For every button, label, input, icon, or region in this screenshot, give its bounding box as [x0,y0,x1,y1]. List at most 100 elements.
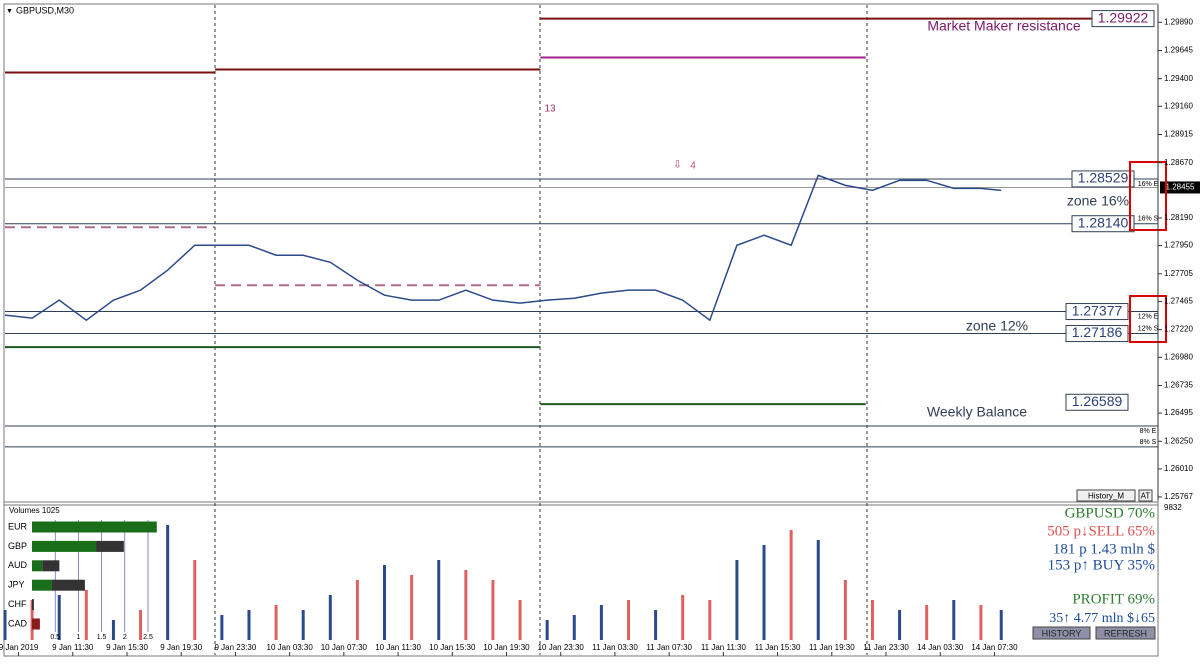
annotation: 4 [690,161,696,172]
x-tick-label: 11 Jan 23:30 [863,643,909,652]
strength-tick-label: 1.5 [97,634,107,641]
weakness-bar [42,560,60,572]
button-label[interactable]: History_M [1088,492,1124,501]
y-tick-label: 1.27950 [1164,241,1193,250]
level-label: 1.27377 [1072,302,1123,318]
x-tick-label: 14 Jan 07:30 [971,643,1018,652]
y-tick-label: 1.28915 [1164,130,1193,139]
volume-bar [681,594,685,640]
y-tick-label: 1.27465 [1164,297,1193,306]
volume-bar [220,614,224,640]
level-label: 1.28529 [1078,170,1129,186]
x-tick-label: 9 Jan 23:30 [215,643,257,652]
currency-name: CAD [8,618,28,628]
x-tick-label: 10 Jan 07:30 [321,643,368,652]
volume-bar [789,529,793,640]
button-label[interactable]: REFRESH [1104,628,1147,638]
volume-bar [166,524,170,640]
button[interactable] [1076,489,1136,502]
info-line: 153 p↑ BUY 35% [1048,557,1155,573]
annotation: Weekly Balance [927,404,1027,420]
current-price-label: 1.28455 [1166,183,1195,192]
volume-bar [572,614,576,640]
level-box [1065,393,1129,411]
x-tick-label: 11 Jan 19:30 [809,643,855,652]
x-tick-label: 11 Jan 07:30 [646,643,692,652]
volume-bar [139,609,143,640]
weakness-bar [32,618,40,630]
y-tick-label: 1.28190 [1164,213,1193,222]
volume-bar [3,609,7,640]
volume-bar [708,599,712,640]
y-tick-label: 1.29400 [1164,74,1193,83]
volume-bar [410,574,414,640]
button-label[interactable]: HISTORY [1042,628,1082,638]
volume-title: Volumes 1025 [9,506,60,515]
button-label[interactable]: AT [1141,492,1151,501]
volume-bar [925,604,929,640]
x-tick-label: 14 Jan 03:30 [917,643,964,652]
arrow-icon: ⇩ [673,159,682,171]
y-tick-label: 1.27220 [1164,325,1193,334]
y-tick-label: 1.29160 [1164,101,1193,110]
volume-bar [84,589,88,640]
current-price-box [1160,181,1200,194]
volume-bar [999,609,1003,640]
level-label: 1.26589 [1072,393,1123,409]
currency-name: JPY [8,580,25,590]
zone-marker-label: 8% E [1140,428,1157,435]
zone-marker-label: 8% S [1140,439,1157,446]
info-line: GBPUSD 70% [1065,505,1155,521]
volume-bar [898,609,902,640]
volume-bar [626,599,630,640]
currency-name: EUR [8,521,28,531]
volume-bar [491,579,495,640]
annotation: Market Maker resistance [927,18,1080,34]
annotation: zone 12% [966,318,1028,334]
x-tick-label: 10 Jan 03:30 [267,643,314,652]
volume-bar [355,579,359,640]
highlight-box [1129,295,1167,343]
volume-bar [274,604,278,640]
volume-bar [979,604,983,640]
x-tick-label: 11 Jan 15:30 [755,643,801,652]
button[interactable] [1095,626,1156,640]
x-tick-label: 10 Jan 11:30 [375,643,421,652]
currency-name: CHF [8,599,27,609]
level-box [1071,170,1135,188]
volume-bar [518,599,522,640]
volume-bar [870,599,874,640]
volume-bar [464,569,468,640]
volume-bar [111,619,115,640]
level-box [1091,10,1155,28]
volume-bar [437,559,441,640]
level-box [1071,215,1135,233]
x-tick-label: 10 Jan 23:30 [538,643,585,652]
button[interactable] [1138,489,1153,502]
y-tick-label: 1.27705 [1164,269,1193,278]
currency-name: AUD [8,560,28,570]
strength-bar [32,560,43,572]
weakness-bar [51,579,85,591]
price-line [4,174,1002,322]
level-label: 1.29922 [1098,9,1149,25]
volume-bar [545,619,549,640]
button[interactable] [1032,626,1091,640]
highlight-box [1129,161,1167,231]
annotation: 13 [544,104,556,115]
y-tick-label: 1.26495 [1164,408,1193,417]
y-tick-label: 1.26250 [1164,436,1193,445]
level-label: 1.27186 [1072,324,1123,340]
volume-bar [735,559,739,640]
strength-tick-label: 0.5 [50,634,60,641]
menu-arrow[interactable]: ▼ [6,8,13,15]
currency-name: GBP [8,541,27,551]
level-label: 1.28140 [1078,214,1129,230]
strength-bar [32,521,157,533]
x-tick-label: 9 Jan 11:30 [52,643,94,652]
annotation: zone 16% [1067,193,1129,209]
y-tick-label: 1.26735 [1164,381,1193,390]
zone-marker-label: 12% E [1138,313,1159,320]
